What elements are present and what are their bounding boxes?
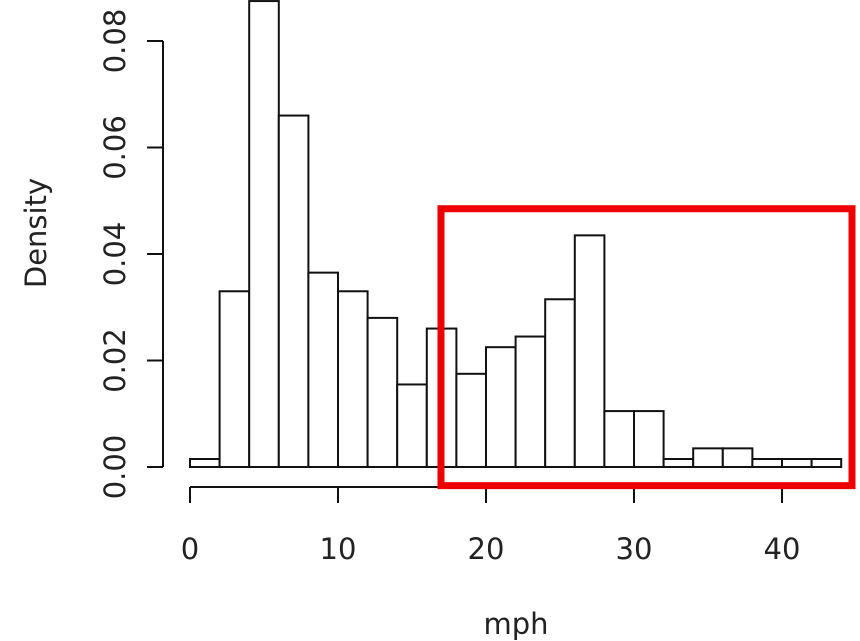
plot-area: 0.00 0.02 0.04 0.06 0.08 0 10 20 30 40 [98,0,856,566]
histogram-bar [396,383,428,468]
y-tick-label: 0.08 [98,9,132,74]
histogram-bar [248,0,280,468]
histogram-bar [721,447,754,468]
histogram-bar [810,458,843,469]
y-tick-label: 0.06 [98,115,132,180]
histogram-bar [544,298,576,469]
x-tick-label: 40 [764,532,801,566]
highlight-box [437,205,856,490]
histogram-bar [485,346,517,468]
histogram-bar [781,458,813,469]
histogram-bar [337,290,369,468]
histogram-bar [603,410,636,468]
histogram-bar [366,316,399,468]
histogram-bar [277,114,310,469]
y-tick-label: 0.04 [98,222,132,287]
histogram-bar [692,447,724,468]
histogram-bar [633,410,665,468]
y-tick-label: 0.00 [98,435,132,500]
x-tick-label: 10 [320,532,357,566]
x-axis-title: mph [483,607,548,641]
histogram-bar [662,458,695,469]
x-tick-label: 20 [468,532,505,566]
histogram-bar [573,234,606,468]
histogram-bar [455,372,487,468]
x-tick-label: 0 [181,532,199,566]
histogram-bar [307,271,339,469]
y-tick-label: 0.02 [98,328,132,393]
y-axis-title: Density [19,178,53,288]
histogram-bar [751,458,784,469]
histogram-bar [514,335,547,468]
histogram-bar [189,458,221,469]
x-tick-label: 30 [616,532,653,566]
histogram-bar [218,290,251,468]
